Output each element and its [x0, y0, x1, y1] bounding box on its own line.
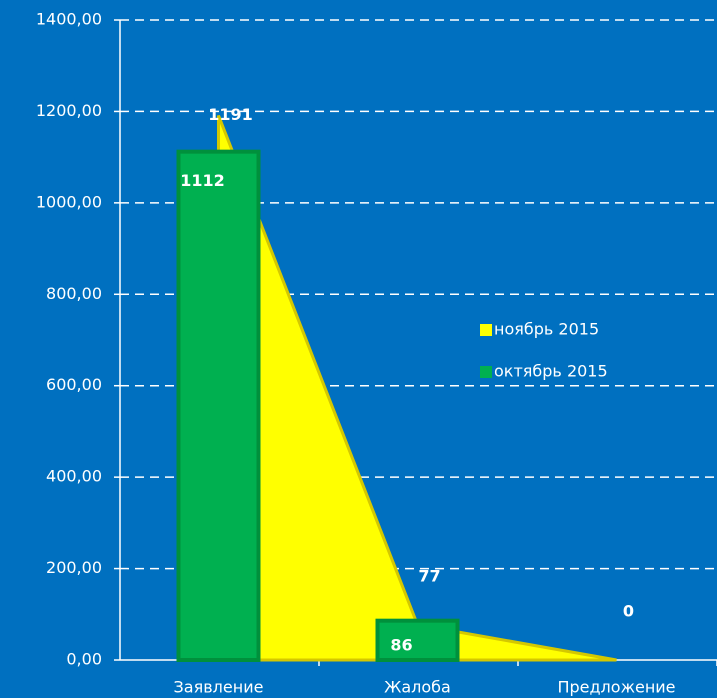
legend-swatch [480, 324, 492, 336]
value-label: 77 [418, 566, 440, 585]
x-tick-label: Заявление [174, 678, 264, 697]
value-label: 1112 [180, 171, 225, 190]
legend-swatch [480, 366, 492, 378]
y-tick-label: 1400,00 [36, 10, 102, 29]
value-label: 1191 [208, 105, 253, 124]
y-tick-label: 600,00 [46, 375, 102, 394]
bar [375, 618, 460, 663]
y-tick-label: 0,00 [66, 650, 102, 669]
y-tick-label: 800,00 [46, 284, 102, 303]
y-tick-label: 400,00 [46, 467, 102, 486]
x-tick-label: Предложение [557, 678, 675, 697]
legend-label: ноябрь 2015 [494, 320, 599, 339]
y-tick-label: 1000,00 [36, 192, 102, 211]
legend-label: октябрь 2015 [494, 362, 608, 381]
y-tick-label: 200,00 [46, 558, 102, 577]
value-label: 86 [390, 636, 412, 655]
bar [176, 149, 261, 663]
value-label: 0 [623, 602, 634, 621]
y-tick-label: 1200,00 [36, 101, 102, 120]
x-tick-label: Жалоба [384, 678, 451, 697]
